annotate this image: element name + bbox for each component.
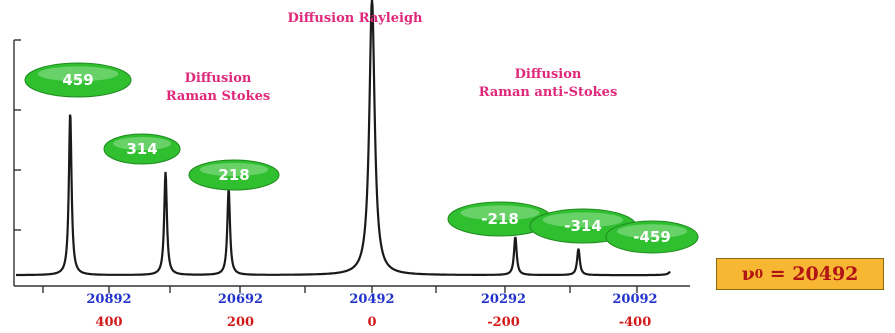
nu-subscript: 0 <box>754 267 764 281</box>
peak-label-text: -459 <box>633 228 671 246</box>
anti-stokes-annotation-line1: Diffusion <box>515 67 582 82</box>
peak-bubble-highlight <box>199 163 269 177</box>
peak-label-text: 459 <box>62 71 93 89</box>
x-tick-wavenumber-2: 20492 <box>349 292 394 307</box>
peak-bubble-highlight <box>617 224 687 239</box>
stokes-annotation-line2: Raman Stokes <box>166 89 270 104</box>
peak-label-0: 459 <box>24 62 132 98</box>
peak-bubble-highlight <box>37 66 119 82</box>
peak-label-text: 218 <box>218 166 249 184</box>
peak-bubble <box>24 62 132 98</box>
nu-symbol: ν <box>741 263 755 285</box>
peak-bubble-highlight <box>542 212 624 228</box>
spectrum-curve <box>16 0 671 277</box>
x-tick-wavenumber-1: 20692 <box>218 292 263 307</box>
peak-label-4: -218 <box>447 201 553 237</box>
stokes-annotation-line1: Diffusion <box>185 71 252 86</box>
x-tick-shift-1: 200 <box>227 315 254 330</box>
x-tick-shift-0: 400 <box>95 315 122 330</box>
nu-value: = 20492 <box>769 263 859 285</box>
chart-title: Diffusion Rayleigh <box>287 11 423 26</box>
anti-stokes-annotation-line2: Raman anti-Stokes <box>479 85 618 100</box>
peak-label-text: -314 <box>564 217 602 235</box>
peak-bubble <box>188 159 280 191</box>
peak-bubble <box>103 133 181 165</box>
axes <box>13 39 690 293</box>
x-tick-shift-2: 0 <box>367 315 376 330</box>
peak-bubble <box>605 220 699 254</box>
peak-bubble-highlight <box>113 137 171 151</box>
x-tick-shift-3: -200 <box>487 315 520 330</box>
x-tick-wavenumber-0: 20892 <box>86 292 131 307</box>
peak-label-1: 314 <box>103 133 181 165</box>
peak-label-text: 314 <box>126 140 157 158</box>
x-tick-shift-4: -400 <box>619 315 652 330</box>
peak-label-2: 218 <box>188 159 280 191</box>
x-tick-wavenumber-3: 20292 <box>481 292 526 307</box>
x-tick-wavenumber-4: 20092 <box>612 292 657 307</box>
peak-label-6: -459 <box>605 220 699 254</box>
x-tick-labels: 20892 400 20692 200 20492 0 20292 -200 20092 -400 <box>86 292 657 330</box>
peak-bubble-highlight <box>460 205 540 221</box>
peak-labels: 459 314 218 -218 -314 -459 <box>24 62 699 254</box>
peak-label-text: -218 <box>481 210 519 228</box>
